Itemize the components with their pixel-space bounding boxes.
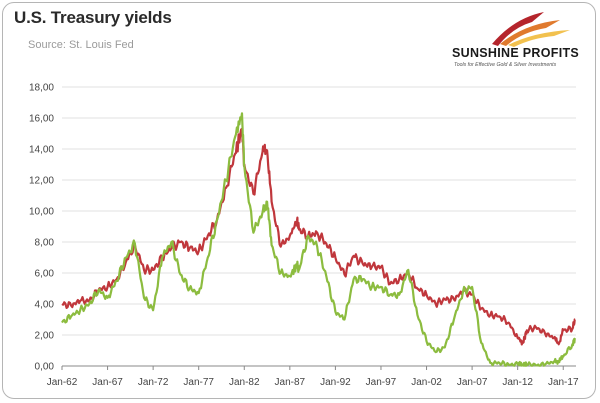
y-tick-label: 2,00: [35, 331, 55, 342]
x-tick-label: Jan-67: [92, 377, 123, 388]
series-line-2: [61, 112, 577, 367]
logo-tagline: Tools for Effective Gold & Silver Invest…: [454, 62, 557, 68]
chart-title: U.S. Treasury yields: [14, 8, 172, 27]
x-tick-label: Jan-72: [138, 377, 169, 388]
series-line-1: [61, 127, 576, 346]
y-tick-label: 18,00: [29, 83, 54, 94]
x-tick-label: Jan-97: [366, 377, 397, 388]
x-tick-label: Jan-17: [548, 377, 579, 388]
chart-source: Source: St. Louis Fed: [28, 39, 134, 51]
x-tick-label: Jan-77: [183, 377, 214, 388]
series-group: [61, 112, 577, 367]
y-tick-label: 8,00: [35, 238, 55, 249]
y-tick-label: 4,00: [35, 300, 55, 311]
x-tick-label: Jan-02: [411, 377, 442, 388]
x-tick-label: Jan-07: [457, 377, 488, 388]
x-tick-label: Jan-92: [320, 377, 351, 388]
y-tick-label: 0,00: [35, 362, 55, 373]
logo-swoosh-icon: [492, 12, 570, 47]
y-tick-label: 12,00: [29, 176, 54, 187]
y-tick-label: 10,00: [29, 207, 54, 218]
x-tick-label: Jan-62: [47, 377, 78, 388]
x-tick-label: Jan-12: [502, 377, 533, 388]
sunshine-profits-logo: SUNSHINE PROFITS Tools for Effective Gol…: [452, 10, 587, 76]
x-axis-ticks: Jan-62 Jan-67 Jan-72 Jan-77 Jan-82 Jan-87 Jan-…: [47, 366, 579, 388]
y-tick-label: 16,00: [29, 114, 54, 125]
chart-frame: [2, 2, 596, 399]
grid-lines: [62, 86, 576, 336]
y-axis-ticks: 0,00 2,00 4,00 6,00 8,00 10,00 12,00 14,00 16,00…: [29, 83, 54, 373]
logo-name: SUNSHINE PROFITS: [452, 46, 580, 60]
y-tick-label: 6,00: [35, 269, 55, 280]
x-tick-label: Jan-87: [275, 377, 306, 388]
y-tick-label: 14,00: [29, 145, 54, 156]
x-tick-label: Jan-82: [229, 377, 260, 388]
